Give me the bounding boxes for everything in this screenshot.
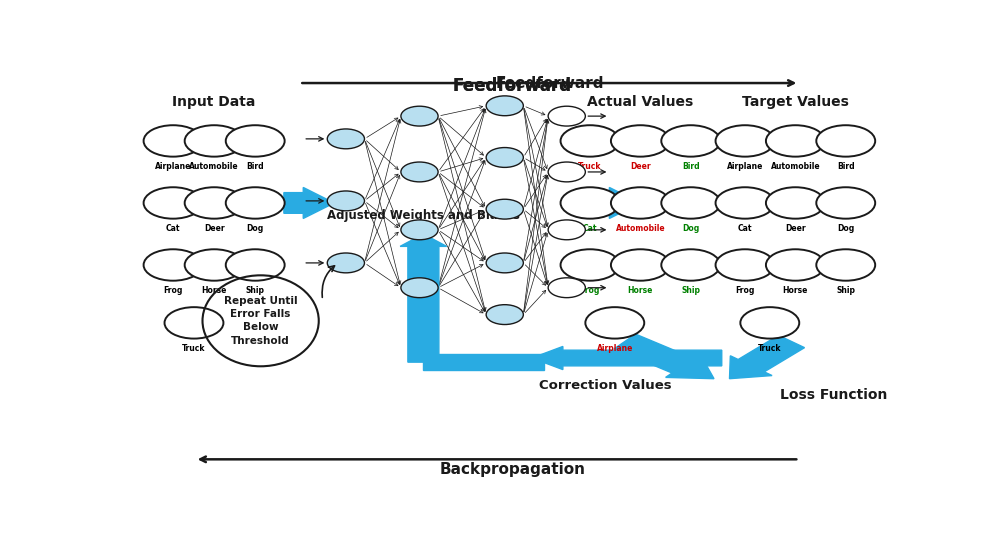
Circle shape [327, 129, 364, 149]
Circle shape [327, 191, 364, 211]
Circle shape [816, 125, 875, 157]
Circle shape [585, 307, 644, 339]
Text: Feedforward: Feedforward [453, 77, 572, 95]
Text: Frog: Frog [580, 286, 600, 295]
Circle shape [716, 187, 774, 219]
Text: Frog: Frog [163, 286, 183, 295]
Text: Dog: Dog [837, 223, 854, 233]
Text: Automobile: Automobile [771, 162, 820, 171]
Text: Automobile: Automobile [189, 162, 239, 171]
Circle shape [185, 249, 244, 281]
Circle shape [486, 148, 523, 168]
Text: Bird: Bird [837, 162, 855, 171]
Circle shape [766, 125, 825, 157]
Circle shape [185, 187, 244, 219]
Polygon shape [730, 335, 805, 379]
Circle shape [611, 249, 670, 281]
Circle shape [816, 249, 875, 281]
Circle shape [486, 253, 523, 273]
Text: Adjusted Weights and Biases: Adjusted Weights and Biases [327, 208, 520, 222]
Text: Actual Values: Actual Values [587, 95, 694, 108]
Polygon shape [284, 187, 334, 219]
Circle shape [611, 187, 670, 219]
Circle shape [401, 220, 438, 240]
Circle shape [401, 278, 438, 297]
Circle shape [486, 96, 523, 115]
Circle shape [144, 125, 202, 157]
Text: Truck: Truck [758, 344, 782, 353]
Text: Horse: Horse [783, 286, 808, 295]
Circle shape [716, 125, 774, 157]
Text: Airplane: Airplane [155, 162, 191, 171]
Text: Ship: Ship [681, 286, 700, 295]
Circle shape [144, 187, 202, 219]
Circle shape [611, 125, 670, 157]
Circle shape [401, 162, 438, 182]
Text: Dog: Dog [247, 223, 264, 233]
Circle shape [766, 187, 825, 219]
Text: Ship: Ship [836, 286, 855, 295]
Text: Cat: Cat [583, 223, 597, 233]
Circle shape [766, 249, 825, 281]
Text: Airplane: Airplane [597, 344, 633, 353]
Text: Target Values: Target Values [742, 95, 849, 108]
Text: Backpropagation: Backpropagation [440, 462, 586, 477]
Text: Truck: Truck [578, 162, 602, 171]
Circle shape [548, 220, 585, 240]
Circle shape [548, 278, 585, 297]
Text: Horse: Horse [201, 286, 227, 295]
Text: Cat: Cat [166, 223, 180, 233]
Polygon shape [590, 187, 640, 219]
Circle shape [165, 307, 223, 339]
Text: Deer: Deer [630, 162, 651, 171]
Text: Cat: Cat [738, 223, 752, 233]
Circle shape [486, 304, 523, 324]
Text: Feedforward: Feedforward [453, 77, 572, 95]
Circle shape [561, 187, 619, 219]
Text: Loss Function: Loss Function [780, 388, 887, 402]
Text: Correction Values: Correction Values [539, 379, 672, 391]
Circle shape [661, 125, 720, 157]
Circle shape [661, 187, 720, 219]
Circle shape [716, 249, 774, 281]
Text: Input Data: Input Data [172, 95, 256, 108]
Circle shape [561, 125, 619, 157]
Text: Feedforward: Feedforward [495, 76, 604, 91]
Text: Bird: Bird [246, 162, 264, 171]
Text: Bird: Bird [682, 162, 700, 171]
Text: Frog: Frog [735, 286, 755, 295]
Text: Ship: Ship [246, 286, 265, 295]
Circle shape [226, 125, 285, 157]
Polygon shape [400, 234, 447, 362]
Bar [423, 354, 544, 371]
Text: Deer: Deer [204, 223, 224, 233]
Polygon shape [614, 334, 714, 379]
Circle shape [327, 253, 364, 273]
Text: Dog: Dog [682, 223, 699, 233]
Circle shape [226, 249, 285, 281]
Circle shape [548, 106, 585, 126]
Text: Deer: Deer [785, 223, 806, 233]
Circle shape [816, 187, 875, 219]
Circle shape [401, 106, 438, 126]
Circle shape [144, 249, 202, 281]
Circle shape [740, 307, 799, 339]
Circle shape [185, 125, 244, 157]
Text: Repeat Until
Error Falls
Below
Threshold: Repeat Until Error Falls Below Threshold [224, 296, 297, 346]
Polygon shape [532, 346, 722, 369]
Text: Airplane: Airplane [727, 162, 763, 171]
Circle shape [226, 187, 285, 219]
Circle shape [561, 249, 619, 281]
Circle shape [661, 249, 720, 281]
Text: Automobile: Automobile [616, 223, 665, 233]
Circle shape [486, 199, 523, 219]
Text: Truck: Truck [182, 344, 206, 353]
Text: Horse: Horse [628, 286, 653, 295]
Circle shape [548, 162, 585, 182]
